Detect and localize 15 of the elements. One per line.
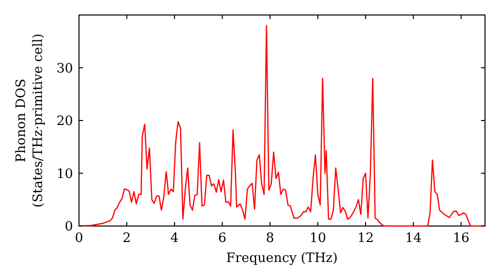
- x-tick-label: 16: [452, 231, 470, 246]
- x-tick-label: 14: [405, 231, 422, 246]
- x-tick-label: 6: [218, 231, 226, 246]
- y-tick-label: 20: [56, 114, 73, 129]
- x-tick-label: 4: [170, 231, 179, 246]
- y-tick-label: 10: [56, 166, 73, 182]
- y-axis-title: Phonon DOS (States/THz·primitive cell): [14, 33, 46, 208]
- x-axis-title: Frequency (THz): [226, 251, 338, 266]
- x-tick-label: 0: [74, 231, 84, 246]
- x-tick-label: 12: [357, 231, 374, 246]
- x-tick-label: 8: [266, 231, 274, 246]
- y-tick-label: 0: [64, 220, 73, 234]
- x-tick-label: 2: [122, 231, 131, 246]
- x-tick-label: 10: [310, 231, 326, 246]
- y-tick-label: 30: [56, 61, 73, 76]
